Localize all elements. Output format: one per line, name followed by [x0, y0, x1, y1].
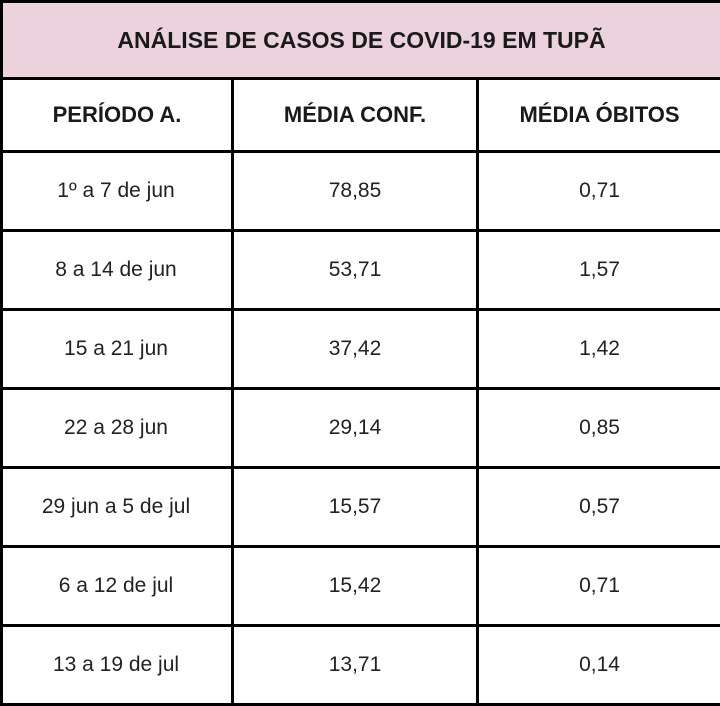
cell-obitos: 0,14	[478, 626, 720, 705]
cell-conf: 15,42	[233, 547, 478, 626]
cell-obitos: 0,85	[478, 389, 720, 468]
table-row: 8 a 14 de jun 53,71 1,57	[2, 231, 720, 310]
cell-conf: 78,85	[233, 152, 478, 231]
period-text: 1º a 7 de jun	[21, 178, 211, 204]
header-conf: MÉDIA CONF.	[233, 79, 478, 152]
cell-period: 29 jun a 5 de jul	[2, 468, 233, 547]
table-row: 13 a 19 de jul 13,71 0,14	[2, 626, 720, 705]
period-text: 13 a 19 de jul	[21, 652, 211, 678]
period-text: 29 jun a 5 de jul	[21, 494, 211, 520]
cell-period: 6 a 12 de jul	[2, 547, 233, 626]
cell-period: 22 a 28 jun	[2, 389, 233, 468]
table-row: 22 a 28 jun 29,14 0,85	[2, 389, 720, 468]
cell-obitos: 0,71	[478, 547, 720, 626]
period-text: 8 a 14 de jun	[21, 257, 211, 283]
title-row: ANÁLISE DE CASOS DE COVID-19 EM TUPÃ	[2, 2, 720, 79]
cell-period: 15 a 21 jun	[2, 310, 233, 389]
period-text: 15 a 21 jun	[21, 336, 211, 362]
covid-table-wrap: ANÁLISE DE CASOS DE COVID-19 EM TUPÃ PER…	[0, 0, 720, 706]
cell-obitos: 0,71	[478, 152, 720, 231]
table-body: 1º a 7 de jun 78,85 0,71 8 a 14 de jun 5…	[2, 152, 720, 705]
cell-obitos: 1,42	[478, 310, 720, 389]
table-row: 1º a 7 de jun 78,85 0,71	[2, 152, 720, 231]
cell-obitos: 0,57	[478, 468, 720, 547]
cell-conf: 15,57	[233, 468, 478, 547]
cell-period: 8 a 14 de jun	[2, 231, 233, 310]
cell-obitos: 1,57	[478, 231, 720, 310]
header-period: PERÍODO A.	[2, 79, 233, 152]
cell-period: 13 a 19 de jul	[2, 626, 233, 705]
table-row: 6 a 12 de jul 15,42 0,71	[2, 547, 720, 626]
covid-table: ANÁLISE DE CASOS DE COVID-19 EM TUPÃ PER…	[0, 0, 720, 706]
period-text: 22 a 28 jun	[21, 415, 211, 441]
table-title: ANÁLISE DE CASOS DE COVID-19 EM TUPÃ	[2, 2, 720, 79]
table-row: 29 jun a 5 de jul 15,57 0,57	[2, 468, 720, 547]
cell-conf: 13,71	[233, 626, 478, 705]
period-text: 6 a 12 de jul	[21, 573, 211, 599]
table-row: 15 a 21 jun 37,42 1,42	[2, 310, 720, 389]
header-obitos: MÉDIA ÓBITOS	[478, 79, 720, 152]
cell-period: 1º a 7 de jun	[2, 152, 233, 231]
header-row: PERÍODO A. MÉDIA CONF. MÉDIA ÓBITOS	[2, 79, 720, 152]
cell-conf: 37,42	[233, 310, 478, 389]
cell-conf: 53,71	[233, 231, 478, 310]
cell-conf: 29,14	[233, 389, 478, 468]
